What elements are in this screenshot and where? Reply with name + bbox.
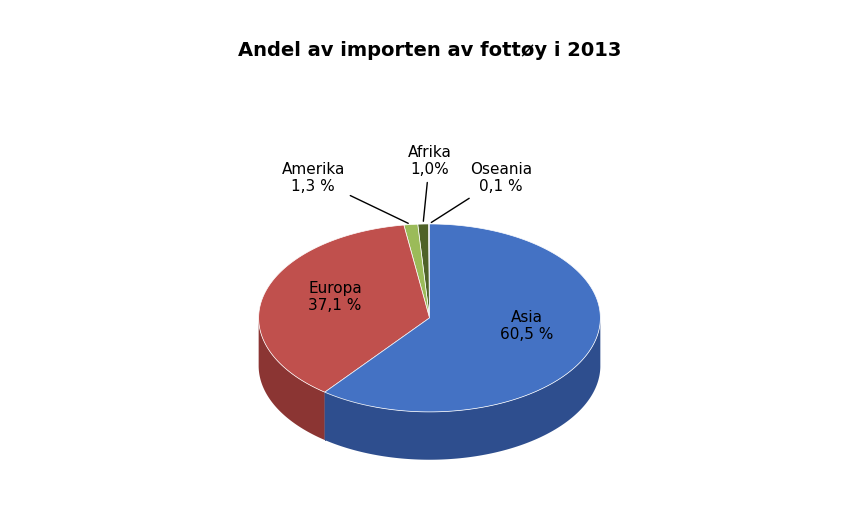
Polygon shape <box>259 319 325 440</box>
Title: Andel av importen av fottøy i 2013: Andel av importen av fottøy i 2013 <box>238 42 621 60</box>
Polygon shape <box>325 319 600 460</box>
Text: Amerika
1,3 %: Amerika 1,3 % <box>282 161 408 224</box>
Text: Europa
37,1 %: Europa 37,1 % <box>308 281 362 313</box>
Text: Afrika
1,0%: Afrika 1,0% <box>407 145 452 221</box>
Polygon shape <box>429 224 430 318</box>
Text: Oseania
0,1 %: Oseania 0,1 % <box>431 161 533 222</box>
Polygon shape <box>259 225 430 392</box>
Polygon shape <box>325 318 430 440</box>
Polygon shape <box>325 224 600 412</box>
Polygon shape <box>404 224 430 318</box>
Polygon shape <box>417 224 430 318</box>
Polygon shape <box>325 318 430 440</box>
Text: Asia
60,5 %: Asia 60,5 % <box>500 310 554 342</box>
